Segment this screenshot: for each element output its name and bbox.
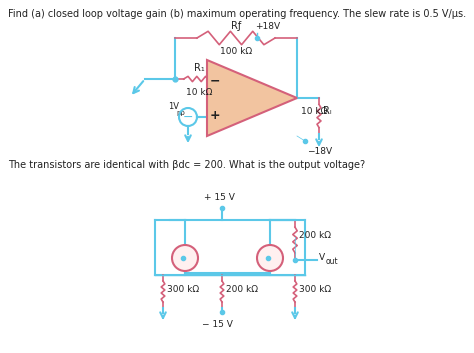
Text: pp: pp bbox=[176, 110, 185, 116]
Text: 100 kΩ: 100 kΩ bbox=[220, 47, 252, 56]
Text: Rƒ: Rƒ bbox=[231, 21, 241, 31]
Text: 300 kΩ: 300 kΩ bbox=[167, 285, 199, 293]
Text: 10 kΩ: 10 kΩ bbox=[186, 88, 212, 97]
Text: Find (a) closed loop voltage gain (b) maximum operating frequency. The slew rate: Find (a) closed loop voltage gain (b) ma… bbox=[8, 9, 466, 19]
Text: +: + bbox=[210, 109, 220, 121]
Text: + 15 V: + 15 V bbox=[203, 193, 235, 202]
Text: +18V: +18V bbox=[255, 22, 280, 31]
Text: 200 kΩ: 200 kΩ bbox=[226, 285, 258, 293]
Text: out: out bbox=[326, 257, 338, 267]
Circle shape bbox=[172, 245, 198, 271]
Text: 300 kΩ: 300 kΩ bbox=[299, 285, 331, 293]
Text: −: − bbox=[183, 110, 193, 124]
Text: −18V: −18V bbox=[307, 147, 332, 156]
Text: 200 kΩ: 200 kΩ bbox=[299, 231, 331, 240]
Text: 10 kΩ: 10 kΩ bbox=[301, 107, 328, 116]
Polygon shape bbox=[207, 60, 297, 136]
Text: − 15 V: − 15 V bbox=[201, 320, 232, 329]
Circle shape bbox=[257, 245, 283, 271]
Text: V: V bbox=[319, 253, 325, 263]
Text: −: − bbox=[210, 74, 220, 88]
Text: R₁: R₁ bbox=[193, 63, 204, 73]
Text: The transistors are identical with βdc = 200. What is the output voltage?: The transistors are identical with βdc =… bbox=[8, 160, 365, 170]
Text: 1V: 1V bbox=[168, 102, 179, 111]
Text: Rₗ: Rₗ bbox=[323, 106, 332, 116]
